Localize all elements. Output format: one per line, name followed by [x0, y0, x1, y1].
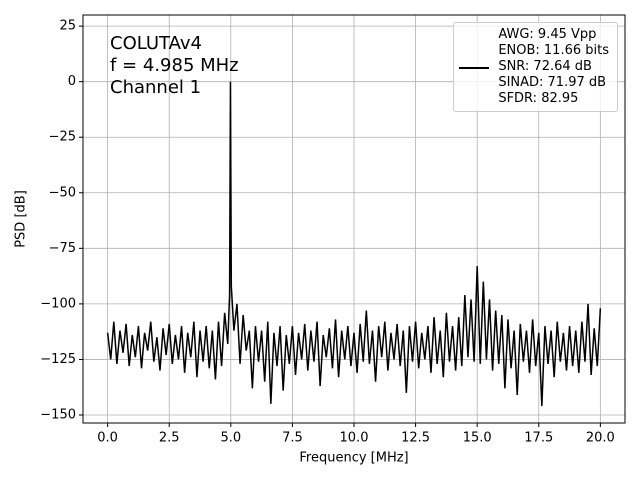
- x-tick-label: 12.5: [401, 431, 430, 446]
- x-tick-label: 0.0: [97, 431, 118, 446]
- x-axis-label: Frequency [MHz]: [299, 451, 408, 466]
- x-tick-label: 7.5: [282, 431, 303, 446]
- y-tick-label: 0: [68, 74, 76, 89]
- x-tick-label: 17.5: [524, 431, 553, 446]
- legend-swatch: [459, 67, 490, 69]
- y-tick-label: −125: [40, 352, 76, 367]
- x-tick-label: 5.0: [220, 431, 241, 446]
- annotation: f = 4.985 MHz: [110, 55, 239, 76]
- annotation: COLUTAv4: [110, 33, 202, 54]
- x-tick-label: 2.5: [159, 431, 180, 446]
- y-tick-label: −75: [49, 241, 76, 256]
- y-tick-label: 25: [59, 19, 76, 34]
- axes-frame: [82, 14, 626, 424]
- y-tick-label: −150: [40, 408, 76, 423]
- annotation: Channel 1: [110, 77, 201, 98]
- x-tick-label: 15.0: [463, 431, 492, 446]
- psd-line: [106, 81, 602, 407]
- y-tick-label: −25: [49, 130, 76, 145]
- y-tick-label: −100: [40, 296, 76, 311]
- legend: AWG: 9.45 Vpp ENOB: 11.66 bits SNR: 72.6…: [453, 22, 618, 112]
- x-tick-label: 20.0: [586, 431, 615, 446]
- y-axis-label: PSD [dB]: [14, 190, 29, 248]
- y-tick-label: −50: [49, 185, 76, 200]
- legend-label: AWG: 9.45 Vpp ENOB: 11.66 bits SNR: 72.6…: [498, 27, 609, 106]
- x-tick-label: 10.0: [340, 431, 369, 446]
